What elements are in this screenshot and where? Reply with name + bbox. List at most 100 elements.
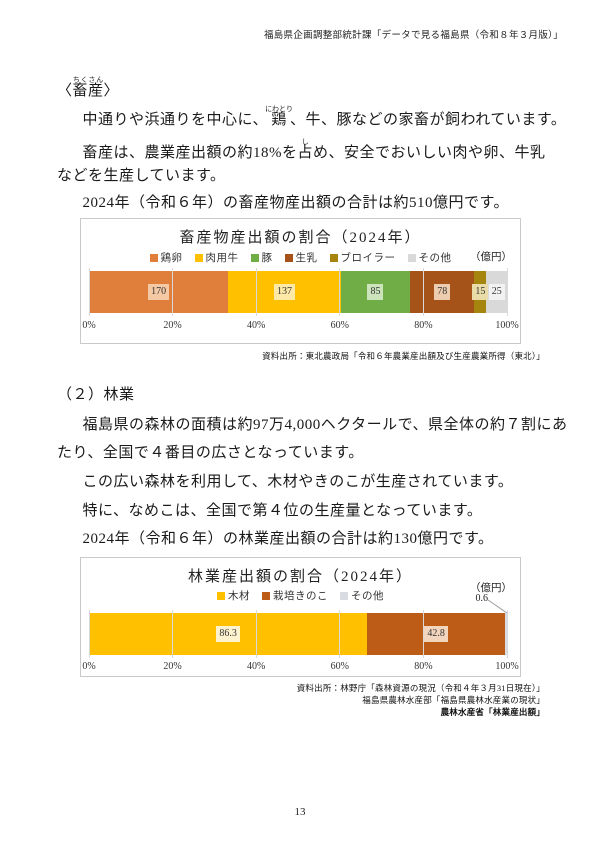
axis-tick-label: 80% <box>414 320 433 331</box>
legend-item: ブロイラー <box>329 250 396 265</box>
bar-value-label: 42.8 <box>424 626 448 642</box>
axis-tick-label: 0% <box>82 661 96 672</box>
forestry-paragraph-1a: 福島県の森林の面積は約97万4,000ヘクタールで、県全体の約７割にあ <box>82 417 568 433</box>
legend-label: その他 <box>351 591 384 602</box>
forestry-output-chart: 林業産出額の割合（2024年） 木材 栽培きのこ その他 （億円） 0.6 86.3… <box>80 557 521 677</box>
source-line: 農林水産省「林業産出額」 <box>440 707 545 717</box>
legend-label: 豚 <box>261 253 273 264</box>
gridline <box>506 268 508 316</box>
legend-item: 栽培きのこ <box>262 588 328 603</box>
bar-segment: 42.8 <box>367 613 506 655</box>
bar-segment: 86.3 <box>89 613 368 655</box>
livestock-paragraph-2-cont: などを生産しています。 <box>57 168 226 184</box>
legend-swatch-icon <box>149 253 158 262</box>
legend-swatch-icon <box>329 253 338 262</box>
chart-plot: 170 137 85 78 15 25 <box>88 268 508 316</box>
bar-value-label: 137 <box>273 284 295 300</box>
gridline <box>339 268 341 316</box>
axis-tick-label: 40% <box>247 320 266 331</box>
bar-value-label: 78 <box>434 284 451 300</box>
chart-legend: 木材 栽培きのこ その他 <box>81 588 520 603</box>
legend-item: その他 <box>407 250 452 265</box>
legend-label: 鶏卵 <box>160 253 183 264</box>
forestry-paragraph-2: この広い森林を利用して、木材やきのこが生産されています。 <box>82 474 514 490</box>
legend-swatch-icon <box>194 253 203 262</box>
legend-swatch-icon <box>340 591 348 600</box>
bar-value-label: 86.3 <box>216 626 240 642</box>
gridline <box>339 610 341 658</box>
bar-segment: 137 <box>228 271 341 313</box>
gridline <box>255 610 257 658</box>
legend-label: 生乳 <box>295 253 318 264</box>
page-header: 福島県企画調整部統計課「データで見る福島県（令和８年３月版）」 <box>263 31 563 41</box>
legend-label: 栽培きのこ <box>273 591 328 602</box>
livestock-paragraph-1: 中通りや浜通りを中心に、鶏にわとり、牛、豚などの家畜が飼われています。 <box>82 105 567 128</box>
bar-segment: 25 <box>486 271 507 313</box>
legend-label: その他 <box>418 253 452 264</box>
callout-line <box>487 599 508 614</box>
chart-title: 畜産物産出額の割合（2024年） <box>179 230 422 246</box>
bar-value-label: 170 <box>148 284 170 300</box>
livestock-paragraph-3: 2024年（令和６年）の畜産物産出額の合計は約510億円です。 <box>82 195 510 211</box>
furigana-text: 畜産ちくさん <box>72 76 104 99</box>
legend-label: 木材 <box>228 591 250 602</box>
bar-value-label: 85 <box>367 284 384 300</box>
forestry-paragraph-4: 2024年（令和６年）の林業産出額の合計は約130億円です。 <box>82 531 494 547</box>
chart-plot: 86.3 42.8 <box>88 610 508 658</box>
bar-segment: 15 <box>472 271 489 313</box>
livestock-output-chart: 畜産物産出額の割合（2024年） 鶏卵 肉用牛 豚 生乳 ブロイラー その他 （億円） 1… <box>80 218 521 344</box>
gridline <box>88 610 90 658</box>
chart1-source: 資料出所：東北農政局「令和６年農業産出額及び生産農業所得（東北）」 <box>262 350 545 362</box>
bar-segment <box>505 613 507 655</box>
bar-segment: 170 <box>89 271 229 313</box>
legend-swatch-icon <box>284 253 293 262</box>
legend-item: 豚 <box>250 250 273 265</box>
axis-tick-label: 20% <box>163 320 182 331</box>
gridline <box>172 268 174 316</box>
livestock-heading: 〈畜産ちくさん〉 <box>57 76 120 99</box>
bar-value-label: 25 <box>488 284 505 300</box>
callout-value: 0.6 <box>475 593 489 604</box>
forestry-paragraph-1b: たり、全国で４番目の広さとなっています。 <box>57 445 364 461</box>
legend-swatch-icon <box>262 591 270 600</box>
furigana-text: 占し <box>297 138 314 161</box>
source-line: 資料出所：東北農政局「令和６年農業産出額及び生産農業所得（東北）」 <box>262 351 545 361</box>
source-line: 福島県農林水産部「福島県農林水産業の現状」 <box>362 695 545 705</box>
stacked-bar: 170 137 85 78 15 25 <box>89 271 507 313</box>
chart-x-axis: 0% 20% 40% 60% 80% 100% <box>82 661 518 675</box>
unit-label: （億円） <box>470 252 512 263</box>
legend-label: 肉用牛 <box>205 253 239 264</box>
legend-swatch-icon <box>407 253 416 262</box>
page-number: 13 <box>294 806 306 818</box>
source-line: 資料出所：林野庁「森林資源の現況（令和４年３月31日現在）」 <box>296 683 545 693</box>
axis-tick-label: 60% <box>330 320 349 331</box>
chart-x-axis: 0% 20% 40% 60% 80% 100% <box>82 320 518 334</box>
bar-segment: 78 <box>410 271 475 313</box>
furigana-text: 鶏にわとり <box>265 105 294 128</box>
legend-swatch-icon <box>217 591 225 600</box>
chart2-source: 資料出所：林野庁「森林資源の現況（令和４年３月31日現在）」 福島県農林水産部「… <box>297 682 545 718</box>
chart-title: 林業産出額の割合（2024年） <box>187 569 413 585</box>
axis-tick-label: 80% <box>414 661 433 672</box>
unit-label: （億円） <box>470 583 512 594</box>
gridline <box>422 610 424 658</box>
gridline <box>172 610 174 658</box>
legend-swatch-icon <box>250 253 259 262</box>
chart-legend: 鶏卵 肉用牛 豚 生乳 ブロイラー その他 <box>81 250 520 265</box>
legend-item: 肉用牛 <box>194 250 239 265</box>
gridline <box>255 268 257 316</box>
legend-item: 鶏卵 <box>149 250 183 265</box>
legend-item: その他 <box>340 588 384 603</box>
bar-segment: 85 <box>340 271 411 313</box>
gridline <box>422 268 424 316</box>
forestry-paragraph-3: 特に、なめこは、全国で第４位の生産量となっています。 <box>82 503 483 519</box>
axis-tick-label: 100% <box>495 661 519 672</box>
bar-value-label: 15 <box>472 284 489 300</box>
legend-item: 木材 <box>217 588 250 603</box>
legend-item: 生乳 <box>284 250 318 265</box>
gridline <box>88 268 90 316</box>
livestock-paragraph-2: 畜産は、農業産出額の約18%を占しめ、安全でおいしい肉や卵、牛乳 <box>82 138 546 161</box>
axis-tick-label: 100% <box>495 320 519 331</box>
axis-tick-label: 0% <box>82 320 96 331</box>
